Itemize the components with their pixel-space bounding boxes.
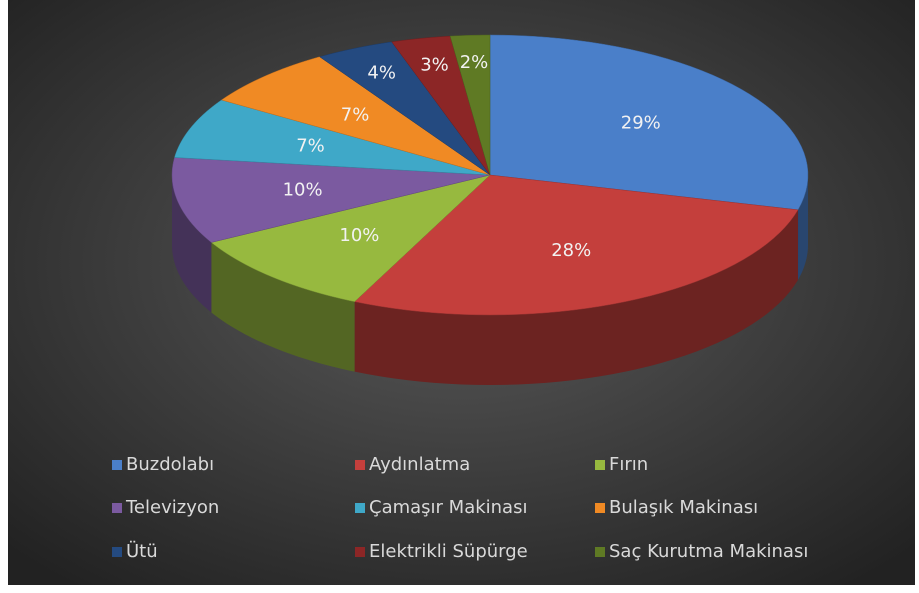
legend-swatch xyxy=(355,460,365,470)
data-label: 29% xyxy=(621,113,661,134)
legend-swatch xyxy=(595,503,605,513)
slice-side xyxy=(172,175,212,313)
legend-swatch xyxy=(112,503,122,513)
slice xyxy=(174,99,491,176)
legend-label: Ütü xyxy=(126,540,158,562)
data-label: 10% xyxy=(283,180,323,201)
data-label: 10% xyxy=(339,225,379,246)
slice-side xyxy=(211,242,355,372)
legend-swatch xyxy=(355,503,365,513)
legend-swatch xyxy=(355,547,365,557)
legend-swatch xyxy=(112,460,122,470)
slice xyxy=(171,157,491,243)
legend-label: Aydınlatma xyxy=(369,454,470,475)
legend-swatch xyxy=(595,460,605,470)
data-label: 7% xyxy=(296,136,325,157)
legend-label: Televizyon xyxy=(125,497,219,518)
slice xyxy=(449,34,491,176)
data-label: 28% xyxy=(551,240,591,261)
slice-side xyxy=(354,209,799,385)
legend-label: Fırın xyxy=(609,454,648,475)
legend-label: Elektrikli Süpürge xyxy=(369,541,528,562)
data-label: 7% xyxy=(341,105,370,126)
data-label: 4% xyxy=(367,63,396,84)
slice xyxy=(210,174,491,302)
slice xyxy=(489,34,809,211)
legend-label: Saç Kurutma Makinası xyxy=(609,541,808,562)
legend-label: Buzdolabı xyxy=(126,454,214,475)
slice xyxy=(354,174,799,316)
legend-swatch xyxy=(112,547,122,557)
slice xyxy=(220,56,491,176)
slice xyxy=(391,35,491,176)
data-label: 2% xyxy=(460,52,489,73)
slice xyxy=(319,41,491,176)
legend-label: Çamaşır Makinası xyxy=(369,497,527,518)
legend-label: Bulaşık Makinası xyxy=(609,497,758,518)
legend-swatch xyxy=(595,547,605,557)
slice-side xyxy=(798,175,808,280)
data-label: 3% xyxy=(420,55,449,76)
